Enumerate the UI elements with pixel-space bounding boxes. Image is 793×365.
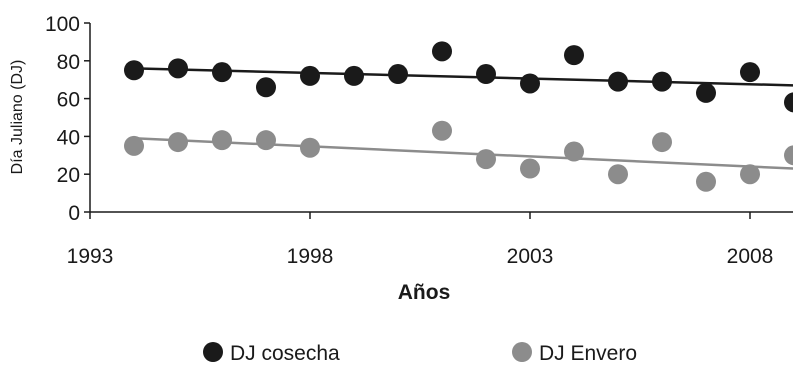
data-point-series-1 [740, 164, 760, 185]
y-tick-label: 40 [57, 126, 80, 149]
legend-item-dj-envero: DJ Envero [512, 342, 637, 365]
data-point-series-1 [124, 135, 144, 156]
data-point-series-1 [564, 141, 584, 162]
data-point-series-0 [124, 60, 144, 81]
x-tick-label: 1993 [67, 245, 114, 268]
data-point-series-0 [300, 65, 320, 86]
legend-marker-dj-cosecha [203, 342, 223, 362]
y-tick-label: 60 [57, 89, 80, 112]
data-point-series-1 [212, 130, 232, 151]
data-point-series-1 [652, 132, 672, 153]
x-tick-label: 2003 [507, 245, 554, 268]
data-point-series-0 [168, 58, 188, 79]
data-point-series-1 [784, 145, 793, 166]
data-point-series-0 [784, 92, 793, 113]
data-points [124, 41, 793, 192]
x-tick-label: 2008 [727, 245, 774, 268]
y-tick-label: 0 [68, 202, 80, 225]
data-point-series-1 [520, 158, 540, 179]
data-point-series-0 [520, 73, 540, 94]
data-point-series-0 [608, 71, 628, 92]
data-point-series-0 [740, 62, 760, 83]
data-point-series-1 [476, 149, 496, 170]
y-tick-label: 80 [57, 51, 80, 74]
data-point-series-0 [652, 71, 672, 92]
data-point-series-1 [168, 132, 188, 153]
trendlines [133, 67, 793, 170]
y-tick-label: 20 [57, 164, 80, 187]
legend-item-dj-cosecha: DJ cosecha [203, 342, 340, 365]
y-tick-label: 100 [45, 13, 80, 36]
legend-marker-dj-envero [512, 342, 532, 362]
trendline-series-0 [133, 67, 793, 87]
data-point-series-0 [256, 77, 276, 98]
legend-label-dj-cosecha: DJ cosecha [230, 342, 340, 365]
data-point-series-1 [608, 164, 628, 185]
x-tick-label: 1998 [287, 245, 334, 268]
data-point-series-1 [432, 120, 452, 141]
data-point-series-0 [432, 41, 452, 62]
data-point-series-1 [300, 137, 320, 158]
x-axis-title: Años [398, 281, 451, 304]
data-point-series-0 [476, 64, 496, 85]
data-point-series-0 [388, 64, 408, 85]
data-point-series-0 [212, 62, 232, 83]
data-point-series-1 [696, 171, 716, 192]
data-point-series-0 [344, 65, 364, 86]
legend: DJ cosecha DJ Envero [203, 342, 637, 365]
legend-label-dj-envero: DJ Envero [539, 342, 637, 365]
axes [84, 22, 793, 219]
tick-labels: 0 20 40 60 80 100 1993 1998 2003 2008 [45, 13, 773, 268]
data-point-series-0 [564, 45, 584, 66]
data-point-series-1 [256, 130, 276, 151]
data-point-series-0 [696, 82, 716, 103]
y-axis-title: Día Juliano (DJ) [9, 60, 26, 175]
trendline-series-1 [133, 137, 793, 170]
